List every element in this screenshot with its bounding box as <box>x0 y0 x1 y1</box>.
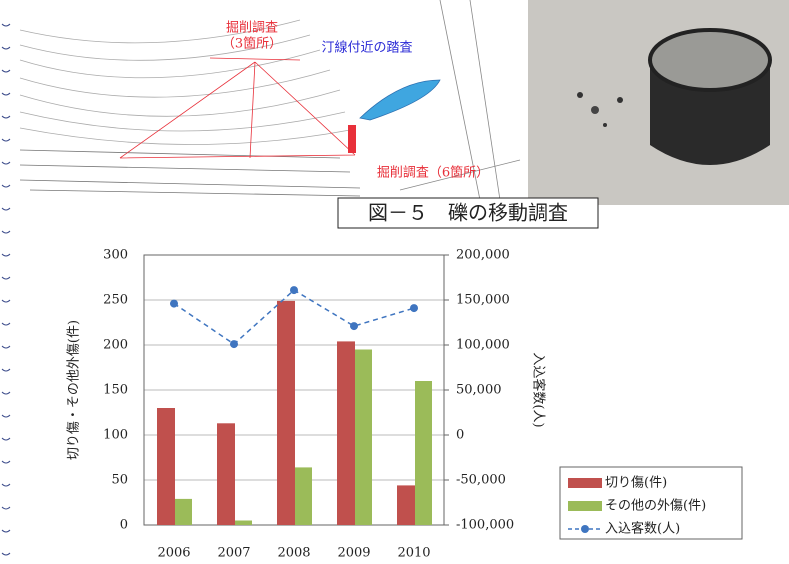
map-label: 汀線付近の踏査 <box>321 40 412 56</box>
map-label: 掘削調査 <box>226 21 278 36</box>
bar <box>397 485 415 525</box>
map-label: 掘削調査（6箇所） <box>377 165 489 181</box>
x-tick-label: 2007 <box>217 546 250 561</box>
bar <box>295 467 312 525</box>
legend-swatch <box>568 501 602 511</box>
y2-tick-label: 150,000 <box>456 293 510 308</box>
y-tick-label: 300 <box>103 248 128 263</box>
y2-tick-label: 50,000 <box>456 383 502 398</box>
y-tick-label: 150 <box>103 383 128 398</box>
legend-label: 切り傷(件) <box>605 476 667 491</box>
point <box>410 304 418 313</box>
point <box>230 340 238 349</box>
y2-tick-label: 200,000 <box>456 248 510 263</box>
legend-swatch <box>568 478 602 488</box>
map-label: （3箇所） <box>222 36 282 52</box>
y-tick-label: 0 <box>120 518 128 533</box>
y2-axis-label: 入込客数(人) <box>531 352 547 427</box>
bar <box>235 520 252 525</box>
x-tick-label: 2008 <box>277 546 310 561</box>
site-map <box>19 0 521 201</box>
point <box>170 299 178 308</box>
y-tick-label: 200 <box>103 338 128 353</box>
x-tick-label: 2010 <box>397 546 430 561</box>
y2-tick-label: -50,000 <box>456 473 506 488</box>
bar <box>157 408 175 525</box>
chart: 0 50 100 150 200 250 300 -100,000 -50,000 0 50,000… <box>67 248 743 561</box>
y-tick-label: 250 <box>103 293 128 308</box>
x-tick-label: 2009 <box>337 546 370 561</box>
legend-swatch <box>581 525 589 533</box>
bar <box>355 349 372 525</box>
y2-tick-label: -100,000 <box>456 518 514 533</box>
caption: 図－５ 礫の移動調査 <box>368 201 568 225</box>
bar <box>217 423 235 525</box>
x-tick-label: 2006 <box>157 546 190 561</box>
y-axis-label: 切り傷・その他外傷(件) <box>67 320 82 460</box>
bar <box>415 381 432 525</box>
photo <box>528 0 789 205</box>
caption-box <box>337 197 599 229</box>
y-tick-label: 50 <box>111 473 128 488</box>
y2-tick-label: 0 <box>456 428 464 443</box>
point <box>350 322 358 331</box>
bar <box>277 300 295 525</box>
y-tick-label: 100 <box>103 428 128 443</box>
y2-tick-label: 100,000 <box>456 338 510 353</box>
legend-label: その他の外傷(件) <box>605 499 706 514</box>
point <box>290 286 298 295</box>
binding <box>1 23 11 556</box>
bar <box>337 341 355 525</box>
legend-label: 入込客数(人) <box>605 521 680 537</box>
bar <box>175 498 192 525</box>
